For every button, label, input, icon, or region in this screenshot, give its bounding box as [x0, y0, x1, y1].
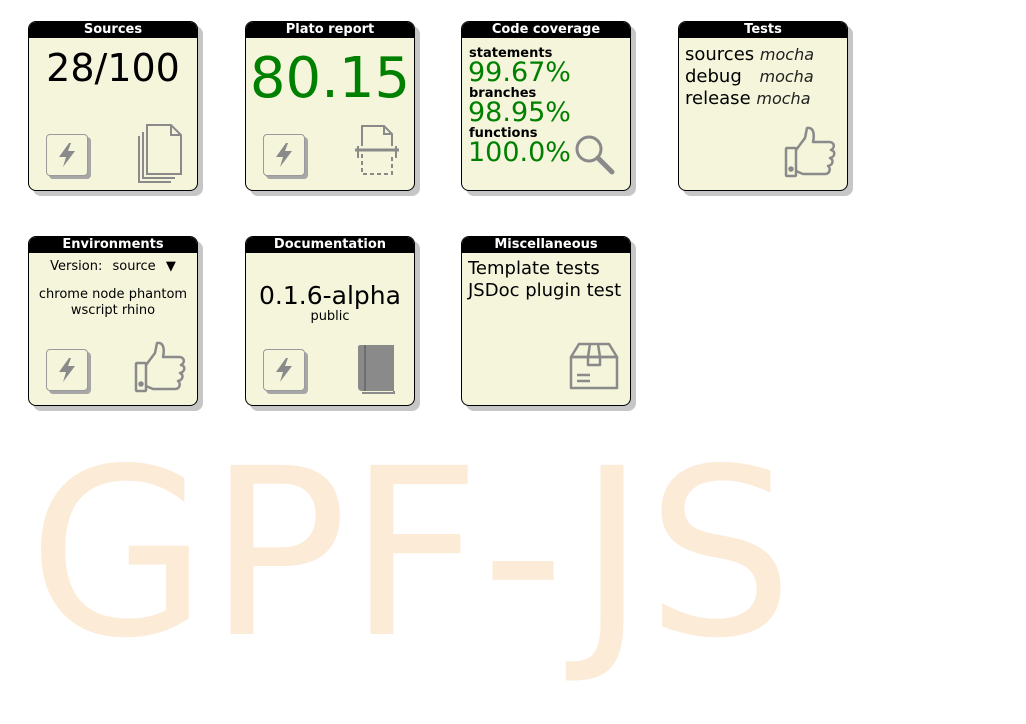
- env-link-wscript[interactable]: wscript: [70, 303, 118, 318]
- branches-label: branches: [469, 86, 537, 101]
- thumbs-up-icon[interactable]: [783, 124, 839, 180]
- tile-title: Code coverage: [462, 22, 630, 38]
- environments-run-button[interactable]: [46, 349, 88, 391]
- test-runner-link[interactable]: mocha: [759, 45, 815, 64]
- watermark-text: GPF-JS: [28, 419, 794, 689]
- environment-list: chrome node phantom wscript rhino: [29, 287, 197, 319]
- plato-score[interactable]: 80.15: [249, 46, 411, 111]
- tile-title: Sources: [29, 22, 197, 38]
- statements-label: statements: [469, 46, 553, 61]
- magnifier-icon[interactable]: [572, 132, 616, 176]
- version-label: Version:: [50, 259, 103, 274]
- tile-title: Environments: [29, 237, 197, 253]
- test-target-link[interactable]: sources: [685, 44, 755, 65]
- statements-value: 99.67%: [468, 57, 571, 88]
- bolt-icon: [59, 143, 75, 167]
- doc-visibility: public: [310, 309, 350, 324]
- tile-miscellaneous: Miscellaneous Template tests JSDoc plugi…: [461, 236, 631, 406]
- tile-tests: Tests sources mocha debug mocha release …: [678, 21, 848, 191]
- env-link-node[interactable]: node: [92, 287, 125, 302]
- tile-code-coverage: Code coverage statements 99.67% branches…: [461, 21, 631, 191]
- documentation-run-button[interactable]: [263, 349, 305, 391]
- tile-sources: Sources 28/100: [28, 21, 198, 191]
- test-runner-link[interactable]: mocha: [759, 67, 814, 86]
- tile-title: Tests: [679, 22, 847, 38]
- tile-plato-report: Plato report 80.15: [245, 21, 415, 191]
- branches-value: 98.95%: [468, 97, 571, 128]
- bolt-icon: [276, 358, 292, 382]
- thumbs-up-icon[interactable]: [133, 339, 189, 395]
- functions-value: 100.0%: [468, 137, 571, 168]
- version-select[interactable]: source ▼: [113, 259, 176, 274]
- documents-icon[interactable]: [135, 122, 185, 184]
- env-link-rhino[interactable]: rhino: [121, 303, 156, 318]
- test-row-sources: sources mocha: [685, 44, 814, 66]
- bolt-icon: [276, 143, 292, 167]
- dropdown-arrow-icon: ▼: [165, 259, 176, 274]
- env-link-chrome[interactable]: chrome: [38, 287, 88, 302]
- tile-title: Miscellaneous: [462, 237, 630, 253]
- sources-run-button[interactable]: [46, 134, 88, 176]
- misc-link-jsdoc-plugin-test[interactable]: JSDoc plugin test: [468, 280, 622, 301]
- env-link-phantom[interactable]: phantom: [128, 287, 188, 302]
- plato-run-button[interactable]: [263, 134, 305, 176]
- tile-documentation: 0.1.6-alpha Documentation public: [245, 236, 415, 406]
- scan-document-icon[interactable]: [352, 122, 402, 180]
- sources-count[interactable]: 28/100: [46, 46, 180, 90]
- book-icon[interactable]: [354, 341, 400, 395]
- functions-label: functions: [469, 126, 538, 141]
- test-row-debug: debug mocha: [685, 66, 814, 88]
- test-row-release: release mocha: [685, 88, 811, 110]
- version-select-value: source: [112, 259, 156, 274]
- bolt-icon: [59, 358, 75, 382]
- doc-version[interactable]: 0.1.6-alpha: [259, 281, 401, 310]
- package-icon[interactable]: [568, 341, 620, 391]
- tile-title: Plato report: [246, 22, 414, 38]
- version-selector: Version: source ▼: [29, 259, 197, 274]
- tile-environments: Environments Version: source ▼ chrome no…: [28, 236, 198, 406]
- test-target-link[interactable]: release: [685, 88, 751, 109]
- test-target-link[interactable]: debug: [685, 66, 742, 87]
- test-runner-link[interactable]: mocha: [756, 89, 811, 108]
- tile-title: Documentation: [246, 237, 414, 253]
- misc-link-template-tests[interactable]: Template tests: [468, 258, 600, 279]
